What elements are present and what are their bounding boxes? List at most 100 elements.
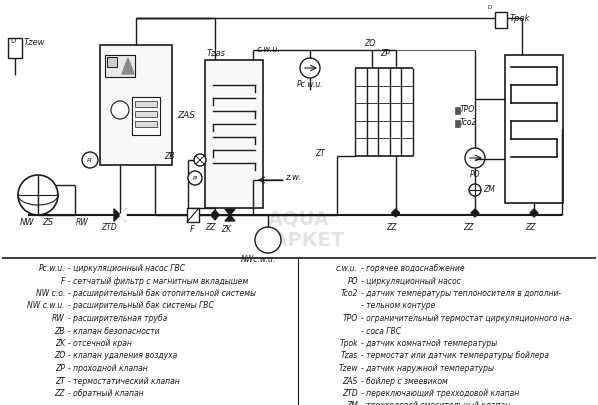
Text: ZZ: ZZ: [525, 223, 535, 232]
Text: ZP: ZP: [380, 49, 390, 58]
Text: - соса ГВС: - соса ГВС: [361, 326, 401, 335]
Text: ZT: ZT: [55, 377, 65, 386]
Text: D: D: [488, 5, 492, 10]
Circle shape: [465, 148, 485, 168]
Polygon shape: [114, 209, 120, 221]
Text: ZZ: ZZ: [386, 223, 397, 232]
Text: ZZ: ZZ: [463, 223, 473, 232]
Text: ZT: ZT: [315, 149, 325, 158]
Text: ZM: ZM: [346, 401, 358, 405]
Bar: [455, 120, 460, 127]
Text: TPO: TPO: [343, 314, 358, 323]
Text: TPO: TPO: [460, 105, 475, 114]
Text: - расширительная труба: - расширительная труба: [68, 314, 167, 323]
Polygon shape: [120, 209, 126, 221]
Text: c.w.u.: c.w.u.: [257, 45, 281, 55]
Text: ZP: ZP: [55, 364, 65, 373]
Circle shape: [188, 171, 202, 185]
Text: F: F: [190, 225, 194, 234]
Bar: [8, 38, 22, 58]
Bar: [205, 60, 263, 208]
Text: ZB: ZB: [54, 326, 65, 335]
Text: - переключающий трехходовой клапан: - переключающий трехходовой клапан: [361, 389, 519, 398]
Text: - датчик температуры теплоносителя в дополни-: - датчик температуры теплоносителя в доп…: [361, 289, 562, 298]
Text: Pc.w.u.: Pc.w.u.: [38, 264, 65, 273]
Text: - бойлер с змеевиком: - бойлер с змеевиком: [361, 377, 448, 386]
Circle shape: [111, 101, 129, 119]
Text: - отсечной кран: - отсечной кран: [68, 339, 132, 348]
Text: Tpok: Tpok: [340, 339, 358, 348]
Circle shape: [469, 184, 481, 196]
Text: PI: PI: [193, 175, 197, 181]
Bar: [100, 45, 172, 165]
Text: Tco2: Tco2: [460, 118, 477, 127]
Text: c.w.u.: c.w.u.: [336, 264, 358, 273]
Polygon shape: [471, 209, 479, 217]
Bar: [132, 97, 160, 135]
Circle shape: [18, 175, 58, 215]
Text: ZM: ZM: [483, 185, 495, 194]
Bar: [495, 12, 507, 28]
Text: - тельном контуре: - тельном контуре: [361, 301, 435, 311]
Bar: [105, 55, 135, 77]
Text: z.w.: z.w.: [285, 173, 301, 183]
Circle shape: [255, 227, 281, 253]
Text: - термостатический клапан: - термостатический клапан: [68, 377, 180, 386]
Polygon shape: [392, 209, 399, 217]
Bar: [187, 208, 199, 222]
Text: - термостат или датчик температуры бойлера: - термостат или датчик температуры бойле…: [361, 352, 549, 360]
Text: RW: RW: [52, 314, 65, 323]
Text: PO: PO: [469, 170, 480, 179]
Text: NW: NW: [20, 218, 35, 227]
Polygon shape: [225, 209, 235, 215]
Text: ZB: ZB: [164, 152, 175, 161]
Text: Tzas: Tzas: [207, 49, 226, 58]
Text: ZZ: ZZ: [205, 223, 215, 232]
Text: - ограничительный термостат циркуляционного на-: - ограничительный термостат циркуляционн…: [361, 314, 572, 323]
Text: - обратный клапан: - обратный клапан: [68, 389, 144, 398]
Text: ZK: ZK: [221, 225, 231, 234]
Text: - клапан безопасности: - клапан безопасности: [68, 326, 160, 335]
Text: ZS: ZS: [42, 218, 53, 227]
Text: - циркуляционный насос: - циркуляционный насос: [361, 277, 461, 286]
Text: ZO: ZO: [54, 352, 65, 360]
Circle shape: [194, 154, 206, 166]
Polygon shape: [211, 210, 219, 220]
Text: NW c.w.u.: NW c.w.u.: [28, 301, 65, 311]
Text: PI: PI: [87, 158, 93, 162]
Text: NW c.o.: NW c.o.: [36, 289, 65, 298]
Text: Tzas: Tzas: [341, 352, 358, 360]
Text: ZTD: ZTD: [101, 223, 117, 232]
Text: - датчик наружной температуры: - датчик наружной температуры: [361, 364, 494, 373]
Text: Tpok: Tpok: [510, 14, 530, 23]
Text: Tco2: Tco2: [341, 289, 358, 298]
Text: PO: PO: [347, 277, 358, 286]
Text: - проходной клапан: - проходной клапан: [68, 364, 148, 373]
Circle shape: [82, 152, 98, 168]
Bar: [135, 121, 157, 127]
Polygon shape: [225, 215, 235, 221]
Text: F: F: [60, 277, 65, 286]
Text: RW: RW: [76, 218, 89, 227]
Bar: [135, 111, 157, 117]
Text: NWc.w.u.: NWc.w.u.: [240, 255, 276, 264]
Bar: [107, 57, 117, 67]
Text: - горячее водоснабжение: - горячее водоснабжение: [361, 264, 465, 273]
Bar: [135, 101, 157, 107]
Text: ZTD: ZTD: [342, 389, 358, 398]
Text: ZAS: ZAS: [177, 111, 195, 119]
Text: Tzew: Tzew: [24, 38, 45, 47]
Text: - циркуляционный насос ГВС: - циркуляционный насос ГВС: [68, 264, 185, 273]
Text: - датчик комнатной температуры: - датчик комнатной температуры: [361, 339, 498, 348]
Text: Pc.w.u.: Pc.w.u.: [297, 80, 324, 89]
Bar: [505, 55, 563, 203]
Polygon shape: [530, 209, 538, 217]
Text: ZAS: ZAS: [343, 377, 358, 386]
Text: ZK: ZK: [55, 339, 65, 348]
Text: - трехходовой смесительный клапан: - трехходовой смесительный клапан: [361, 401, 510, 405]
Text: D: D: [10, 38, 16, 44]
Text: - расширительный бак системы ГВС: - расширительный бак системы ГВС: [68, 301, 214, 311]
Text: - сетчатый фильтр с магнитным вкладышем: - сетчатый фильтр с магнитным вкладышем: [68, 277, 248, 286]
Text: ZZ: ZZ: [54, 389, 65, 398]
Polygon shape: [122, 58, 134, 74]
